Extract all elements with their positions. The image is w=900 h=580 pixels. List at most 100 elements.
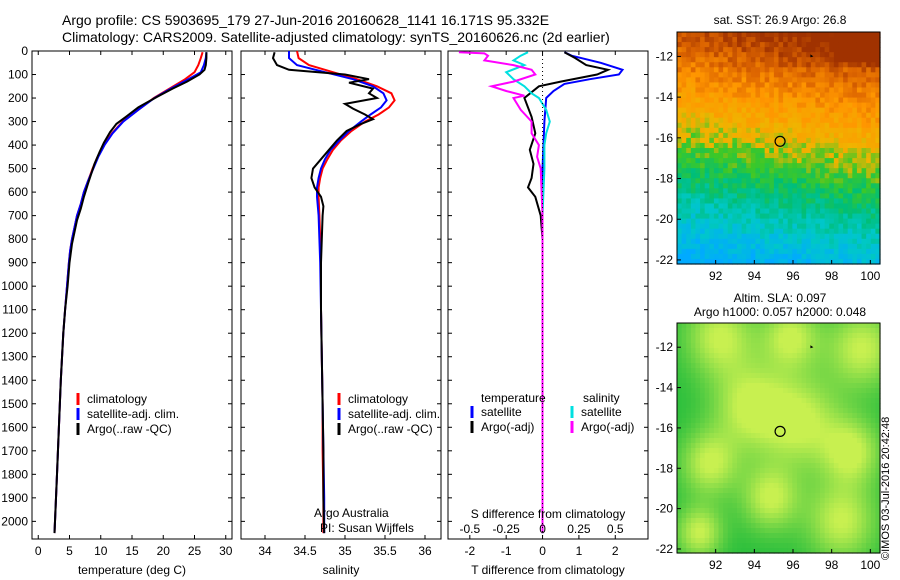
ytick-label: 1300 [1,350,28,364]
map-ytick-label: -14 [656,381,674,395]
ytick-label: 400 [8,138,28,152]
xlabel-top-difference: S difference from climatology [471,507,626,521]
map-ytick-label: -22 [656,253,674,267]
argo-location-marker [774,135,786,147]
xtick-label-temperature: 5 [66,544,73,558]
track-marker [810,345,814,349]
legend-label-temperature: satellite-adj. clim. [87,407,179,421]
xtick-label-S: 0.25 [567,522,591,536]
ytick-label: 1000 [1,279,28,293]
legend-label-difference: satellite [581,405,622,419]
xtick-label-difference: 2 [612,544,619,558]
legend-label-difference: Argo(-adj) [481,420,534,434]
ytick-label: 500 [8,162,28,176]
series-line-temperature-2 [53,52,208,534]
annotation-line1: Argo Australia [314,506,389,520]
map-xtick-label: 100 [860,269,880,283]
map-ytick-label: -18 [656,172,674,186]
legend-label-difference: Argo(-adj) [581,420,634,434]
legend-label-salinity: Argo(..raw -QC) [348,422,433,436]
ytick-label: 600 [8,185,28,199]
argo-location-marker [774,425,786,437]
xtick-label-difference: -2 [464,544,475,558]
map-sst_map [677,32,881,265]
map-xtick-label: 94 [748,269,762,283]
ytick-label: 1900 [1,491,28,505]
sla-title-line1: Altim. SLA: 0.097 [734,291,827,305]
series-line-difference-1 [523,51,612,534]
legend-label-temperature: Argo(..raw -QC) [87,422,172,436]
ytick-label: 2000 [1,514,28,528]
xtick-label-temperature: 0 [35,544,42,558]
xtick-label-salinity: 34.5 [293,544,317,558]
legend-label-temperature: climatology [87,392,147,406]
ytick-label: 1500 [1,397,28,411]
series-line-difference-3 [458,51,544,534]
ytick-label: 700 [8,209,28,223]
xtick-label-temperature: 30 [219,544,233,558]
xtick-label-difference: -1 [501,544,512,558]
xtick-label-difference: 0 [539,544,546,558]
panel-frame-salinity [240,50,442,540]
map-ytick-label: -18 [656,461,674,475]
map-xtick-label: 96 [786,269,800,283]
panel-frame-difference [447,50,649,540]
map-ytick-label: -16 [656,421,674,435]
ytick-label: 300 [8,115,28,129]
map-xtick-label: 92 [709,269,723,283]
xtick-label-temperature: 15 [125,544,139,558]
track-marker [810,54,814,58]
sst-title: sat. SST: 26.9 Argo: 26.8 [714,13,847,27]
xtick-label-S: -0.25 [493,522,521,536]
series-line-difference-0 [541,51,625,534]
xtick-label-salinity: 35 [338,544,352,558]
xtick-label-difference: 1 [576,544,583,558]
map-xtick-label: 92 [709,558,723,572]
ytick-label: 800 [8,232,28,246]
map-xtick-label: 98 [825,558,839,572]
ytick-label: 100 [8,68,28,82]
xlabel-bottom-difference: T difference from climatology [471,563,625,577]
map-ytick-label: -20 [656,212,674,226]
legend-label-difference: satellite [481,405,522,419]
legend-title-temperature: temperature [481,391,546,405]
xlabel-temperature: temperature (deg C) [78,563,186,577]
panel-frame-temperature [31,50,233,540]
map-frame-sst_map [676,31,881,265]
map-xtick-label: 98 [825,269,839,283]
legend-title-salinity: salinity [583,391,620,405]
annotation-line2: PI: Susan Wijffels [320,521,414,535]
map-ytick-label: -22 [656,542,674,556]
xtick-label-S: -0.5 [459,522,480,536]
ytick-label: 1100 [2,303,28,317]
xtick-label-S: 0 [539,522,546,536]
map-sla_map [677,323,881,554]
xtick-label-temperature: 20 [157,544,171,558]
ytick-label: 200 [8,91,28,105]
map-ytick-label: -14 [656,90,674,104]
ytick-label: 1600 [1,420,28,434]
ytick-label: 1200 [1,326,28,340]
map-ytick-label: -12 [656,49,674,63]
map-xtick-label: 94 [748,558,762,572]
imos-stamp: ©IMOS 03-Jul-2016 20:42:48 [880,416,892,560]
legend-label-salinity: climatology [348,392,408,406]
ytick-label: 1400 [1,373,28,387]
xtick-label-temperature: 10 [94,544,108,558]
xtick-label-salinity: 36 [418,544,432,558]
series-line-difference-2 [504,51,551,534]
figure-title-line1: Argo profile: CS 5903695_179 27-Jun-2016… [62,12,550,28]
xtick-label-salinity: 35.5 [373,544,397,558]
xlabel-salinity: salinity [323,563,360,577]
map-ytick-label: -12 [656,340,674,354]
ytick-label: 0 [21,44,28,58]
ytick-label: 900 [8,256,28,270]
sla-title-line2: Argo h1000: 0.057 h2000: 0.048 [694,305,866,319]
series-line-salinity-2 [271,51,380,534]
map-xtick-label: 96 [786,558,800,572]
map-ytick-label: -16 [656,131,674,145]
ytick-label: 1700 [1,444,28,458]
ytick-label: 1800 [1,467,28,481]
xtick-label-temperature: 25 [188,544,202,558]
